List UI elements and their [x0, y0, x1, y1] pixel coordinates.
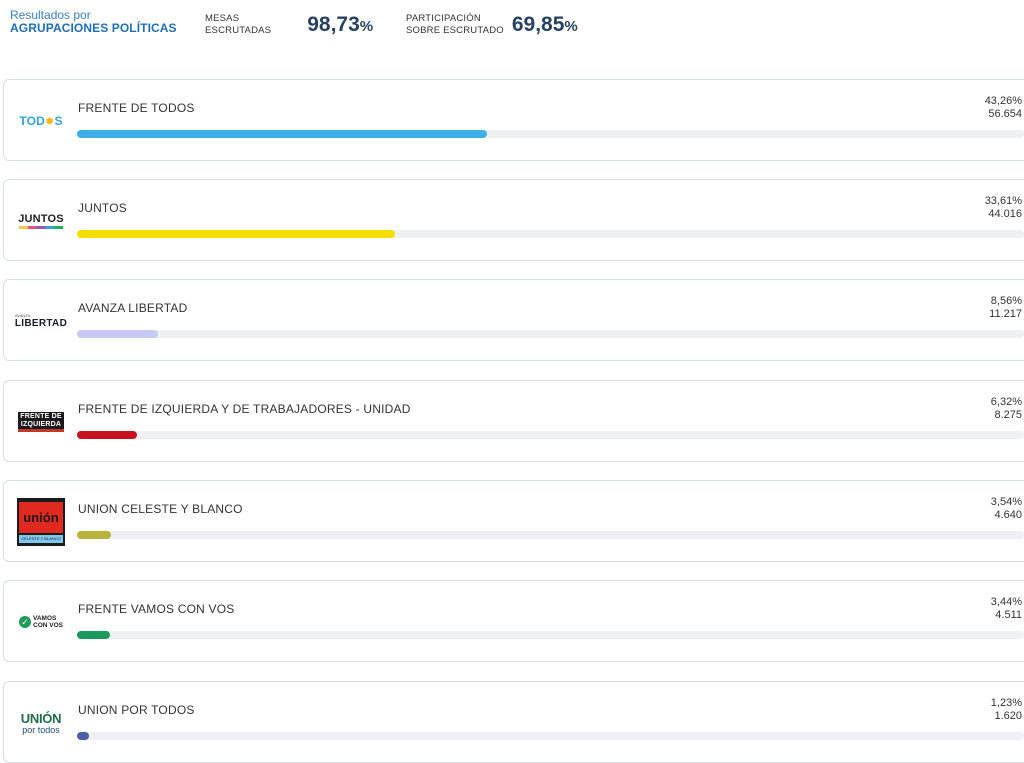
party-card-union-por-todos[interactable]: UNIÓN por todos UNION POR TODOS 1,23% 1.… — [3, 681, 1024, 763]
party-figures: 8,56% 11.217 — [989, 295, 1022, 321]
logo-text: LIBERTAD — [14, 318, 68, 329]
check-icon: ✓ — [19, 616, 31, 628]
logo-text-small: CELESTE Y BLANCO — [19, 534, 63, 543]
vote-bar-track — [77, 732, 1024, 740]
mesas-value-number: 98,73 — [307, 13, 360, 36]
mesas-value-percent-sign: % — [359, 18, 374, 35]
vote-bar-fill — [77, 130, 487, 138]
logo-text-small: por todos — [22, 724, 60, 735]
mesas-label-line2: ESCRUTADAS — [205, 25, 272, 36]
sun-icon: ✹ — [45, 116, 55, 128]
participacion-value-percent-sign: % — [564, 18, 578, 35]
vote-bar-fill — [77, 732, 89, 740]
party-figures: 43,26% 56.654 — [985, 95, 1022, 121]
results-header: Resultados por AGRUPACIONES POLÍTICAS ME… — [0, 0, 1024, 60]
logo-text: TOD — [19, 114, 46, 128]
frente-de-izquierda-logo-icon: FRENTE DE IZQUIERDA — [16, 397, 66, 447]
party-card-frente-vamos-con-vos[interactable]: ✓ VAMOS CON VOS FRENTE VAMOS CON VOS 3,4… — [3, 580, 1024, 662]
participacion-value-number: 69,85 — [511, 13, 565, 36]
frente-vamos-con-vos-logo-icon: ✓ VAMOS CON VOS — [16, 597, 66, 647]
party-card-union-celeste-y-blanco[interactable]: unión CELESTE Y BLANCO UNION CELESTE Y B… — [3, 480, 1024, 562]
section-title: Resultados por AGRUPACIONES POLÍTICAS — [10, 9, 177, 35]
vote-bar-track — [77, 130, 1024, 138]
party-percent: 1,23% — [990, 697, 1022, 709]
mesas-escrutadas-label: MESAS ESCRUTADAS — [205, 13, 271, 37]
party-percent: 8,56% — [990, 295, 1022, 307]
party-percent: 3,54% — [990, 496, 1022, 508]
vote-bar-track — [77, 431, 1024, 439]
party-votes: 56.654 — [988, 108, 1022, 120]
logo-text-small: AVANZA — [14, 313, 31, 318]
avanza-libertad-logo-icon: AVANZA LIBERTAD — [14, 296, 68, 346]
party-votes: 11.217 — [989, 308, 1022, 320]
union-por-todos-logo-icon: UNIÓN por todos — [16, 698, 66, 748]
vote-bar-track — [77, 531, 1024, 539]
party-name: AVANZA LIBERTAD — [78, 301, 188, 315]
logo-stripe — [19, 226, 63, 229]
vote-bar-track — [77, 330, 1024, 338]
vote-bar-fill — [77, 330, 159, 338]
party-name: FRENTE DE IZQUIERDA Y DE TRABAJADORES - … — [78, 402, 411, 416]
logo-text: S — [54, 114, 63, 128]
section-title-line1: Resultados por — [10, 8, 91, 22]
logo-text: UNIÓN — [20, 710, 62, 726]
party-votes: 8.275 — [994, 409, 1022, 421]
party-name: UNION POR TODOS — [78, 703, 195, 717]
participacion-value: 69,85% — [512, 13, 578, 37]
logo-text-line1: FRENTE DE — [20, 412, 62, 420]
party-percent: 43,26% — [984, 95, 1022, 107]
logo-text-line2: CON VOS — [33, 622, 63, 629]
party-votes: 44.016 — [988, 208, 1022, 220]
party-name: FRENTE DE TODOS — [78, 101, 195, 115]
party-percent: 33,61% — [984, 195, 1022, 207]
party-card-avanza-libertad[interactable]: AVANZA LIBERTAD AVANZA LIBERTAD 8,56% 11… — [3, 279, 1024, 361]
party-card-juntos[interactable]: JUNTOS JUNTOS 33,61% 44.016 — [3, 179, 1024, 261]
mesas-label-line1: MESAS — [205, 13, 240, 24]
party-votes: 4.511 — [995, 609, 1022, 621]
frente-de-todos-logo-icon: TOD✹S — [16, 96, 66, 146]
mesas-escrutadas-stat: MESAS ESCRUTADAS 98,73% — [205, 13, 373, 37]
party-figures: 3,44% 4.511 — [991, 596, 1022, 622]
vote-bar-fill — [77, 431, 137, 439]
party-figures: 33,61% 44.016 — [985, 195, 1022, 221]
vote-bar-fill — [77, 631, 110, 639]
party-name: UNION CELESTE Y BLANCO — [78, 502, 243, 516]
party-votes: 4.640 — [994, 509, 1022, 521]
logo-text-line1: VAMOS — [33, 615, 57, 622]
logo-text-line2: IZQUIERDA — [20, 420, 62, 428]
party-figures: 3,54% 4.640 — [991, 496, 1022, 522]
participacion-label-line2: SOBRE ESCRUTADO — [406, 25, 504, 36]
vote-bar-track — [77, 230, 1024, 238]
vote-bar-fill — [77, 230, 396, 238]
party-name: FRENTE VAMOS CON VOS — [78, 602, 235, 616]
participacion-stat: PARTICIPACIÓN SOBRE ESCRUTADO 69,85% — [406, 13, 578, 37]
union-celeste-y-blanco-logo-icon: unión CELESTE Y BLANCO — [16, 497, 66, 547]
party-figures: 6,32% 8.275 — [991, 396, 1022, 422]
party-percent: 6,32% — [990, 396, 1022, 408]
party-figures: 1,23% 1.620 — [991, 697, 1022, 723]
participacion-label-line1: PARTICIPACIÓN — [406, 13, 481, 24]
party-card-frente-de-izquierda[interactable]: FRENTE DE IZQUIERDA FRENTE DE IZQUIERDA … — [3, 380, 1024, 462]
juntos-logo-icon: JUNTOS — [16, 196, 66, 246]
party-name: JUNTOS — [78, 201, 127, 215]
section-title-line2: AGRUPACIONES POLÍTICAS — [10, 21, 177, 35]
participacion-label: PARTICIPACIÓN SOBRE ESCRUTADO — [406, 13, 504, 37]
vote-bar-track — [77, 631, 1024, 639]
party-card-frente-de-todos[interactable]: TOD✹S FRENTE DE TODOS 43,26% 56.654 — [3, 79, 1024, 161]
logo-text: JUNTOS — [18, 213, 64, 225]
party-percent: 3,44% — [990, 596, 1022, 608]
logo-text: unión — [19, 501, 63, 533]
party-votes: 1.620 — [994, 710, 1022, 722]
vote-bar-fill — [77, 531, 111, 539]
mesas-escrutadas-value: 98,73% — [307, 13, 373, 37]
